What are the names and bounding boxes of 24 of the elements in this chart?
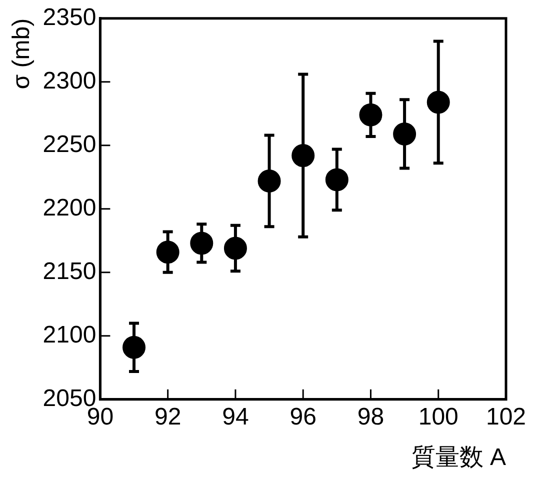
point xyxy=(292,144,315,168)
point xyxy=(190,232,214,255)
x-tick-label: 96 xyxy=(290,403,316,430)
x-tick-label: 98 xyxy=(357,403,384,430)
x-tick-label: 102 xyxy=(486,403,526,430)
point xyxy=(426,90,450,114)
x-axis-title: 質量数 A xyxy=(411,444,506,472)
point xyxy=(325,168,348,192)
point xyxy=(359,103,382,126)
y-tick-label: 2350 xyxy=(42,4,96,32)
y-tick-label: 2250 xyxy=(42,131,96,158)
point xyxy=(393,122,416,146)
x-tick-label: 94 xyxy=(222,403,249,430)
point xyxy=(224,236,247,260)
y-tick-label: 2200 xyxy=(42,194,96,222)
y-tick-label: 2150 xyxy=(42,258,96,286)
y-axis-title: σ (mb) xyxy=(8,18,36,90)
x-tick-label: 92 xyxy=(154,403,182,430)
point xyxy=(122,336,146,359)
y-tick-label: 2300 xyxy=(42,68,96,95)
point xyxy=(156,240,180,264)
y-tick-label: 2100 xyxy=(42,322,96,349)
x-tick-label: 100 xyxy=(418,403,458,430)
point xyxy=(258,169,281,192)
